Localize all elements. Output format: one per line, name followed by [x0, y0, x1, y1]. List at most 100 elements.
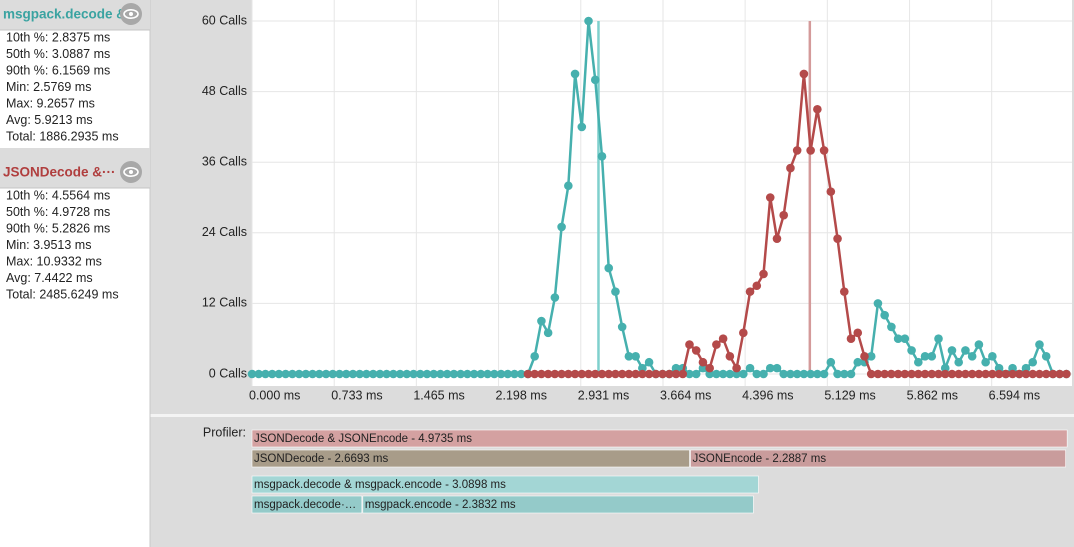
data-point: [564, 369, 573, 379]
stat-line: 10th %: 4.5564 ms: [6, 188, 110, 202]
data-point: [476, 369, 486, 379]
data-point: [725, 369, 735, 379]
data-point: [658, 369, 667, 379]
data-point: [685, 369, 694, 379]
x-tick-label: 4.396 ms: [742, 388, 793, 402]
data-point: [833, 369, 842, 379]
data-point: [799, 69, 809, 79]
data-point: [718, 369, 728, 379]
data-point: [301, 369, 311, 379]
data-point: [590, 369, 600, 379]
data-point: [920, 369, 930, 379]
data-point: [900, 334, 910, 344]
eye-icon: [123, 167, 139, 178]
data-point: [934, 334, 943, 344]
data-point: [685, 340, 694, 349]
stat-line: Min: 2.5769 ms: [6, 80, 91, 94]
data-point: [671, 369, 681, 379]
data-point: [907, 346, 916, 355]
y-tick-label: 36 Calls: [202, 154, 247, 168]
data-point: [1041, 369, 1051, 379]
data-point: [739, 369, 748, 379]
data-point: [651, 369, 661, 379]
data-point: [739, 328, 748, 338]
data-point: [880, 369, 889, 379]
data-point: [745, 287, 755, 296]
data-point: [961, 369, 970, 379]
data-point: [456, 369, 465, 379]
data-point: [348, 369, 358, 379]
data-point: [577, 122, 587, 132]
data-point: [644, 369, 654, 379]
data-point: [409, 369, 418, 379]
x-tick-label: 1.465 ms: [413, 388, 464, 402]
data-point: [981, 369, 990, 379]
data-point: [274, 369, 284, 379]
data-point: [1014, 369, 1024, 379]
data-point: [866, 369, 876, 379]
data-point: [537, 316, 546, 326]
data-point: [341, 369, 351, 379]
data-point: [853, 328, 863, 338]
stat-line: Total: 1886.2935 ms: [6, 129, 119, 143]
data-point: [1028, 369, 1038, 379]
separator: [150, 414, 1074, 417]
data-point: [705, 363, 714, 373]
data-point: [866, 352, 876, 361]
data-point: [954, 369, 964, 379]
data-point: [584, 16, 593, 26]
x-tick-label: 0.000 ms: [249, 388, 300, 402]
data-point: [907, 369, 916, 379]
data-point: [792, 146, 802, 155]
data-point: [974, 369, 984, 379]
data-point: [974, 340, 984, 349]
side-panel: [0, 0, 150, 547]
profiler-bar: [362, 495, 754, 514]
data-point: [422, 369, 432, 379]
data-point: [914, 357, 923, 367]
data-point: [1035, 369, 1044, 379]
data-point: [638, 369, 647, 379]
profiler-bar: [251, 449, 690, 468]
data-point: [839, 287, 849, 296]
data-point: [779, 210, 789, 220]
data-point: [954, 357, 964, 367]
data-point: [294, 369, 304, 379]
data-point: [624, 369, 634, 379]
x-tick-label: 5.129 ms: [824, 388, 875, 402]
stat-line: 90th %: 6.1569 ms: [6, 63, 110, 77]
data-point: [853, 357, 863, 367]
eye-pupil: [129, 170, 133, 174]
x-tick-label: 0.733 ms: [331, 388, 382, 402]
data-point: [988, 352, 997, 361]
data-point: [752, 281, 762, 291]
data-point: [887, 369, 896, 379]
profiler-bar: [251, 495, 363, 514]
data-point: [813, 104, 822, 114]
data-point: [638, 363, 647, 373]
stat-line: Min: 3.9513 ms: [6, 238, 91, 252]
data-point: [664, 369, 674, 379]
data-point: [981, 357, 990, 367]
data-point: [617, 322, 627, 332]
data-point: [368, 369, 378, 379]
stat-line: 50th %: 4.9728 ms: [6, 205, 110, 219]
data-point: [893, 369, 903, 379]
data-point: [860, 352, 869, 361]
data-point: [927, 369, 937, 379]
profiler-bar-label: msgpack.decode·…: [254, 499, 356, 511]
data-point: [489, 369, 499, 379]
data-point: [267, 369, 277, 379]
data-point: [483, 369, 492, 379]
profiler-bar-label: JSONEncode - 2.2887 ms: [692, 453, 826, 465]
data-point: [712, 369, 721, 379]
data-point: [631, 352, 640, 361]
data-point: [597, 369, 607, 379]
data-point: [570, 69, 580, 79]
data-point: [786, 369, 795, 379]
plot-area: [252, 0, 1072, 386]
data-point: [442, 369, 452, 379]
data-point: [994, 369, 1004, 379]
data-point: [584, 369, 593, 379]
data-point: [1008, 363, 1017, 373]
